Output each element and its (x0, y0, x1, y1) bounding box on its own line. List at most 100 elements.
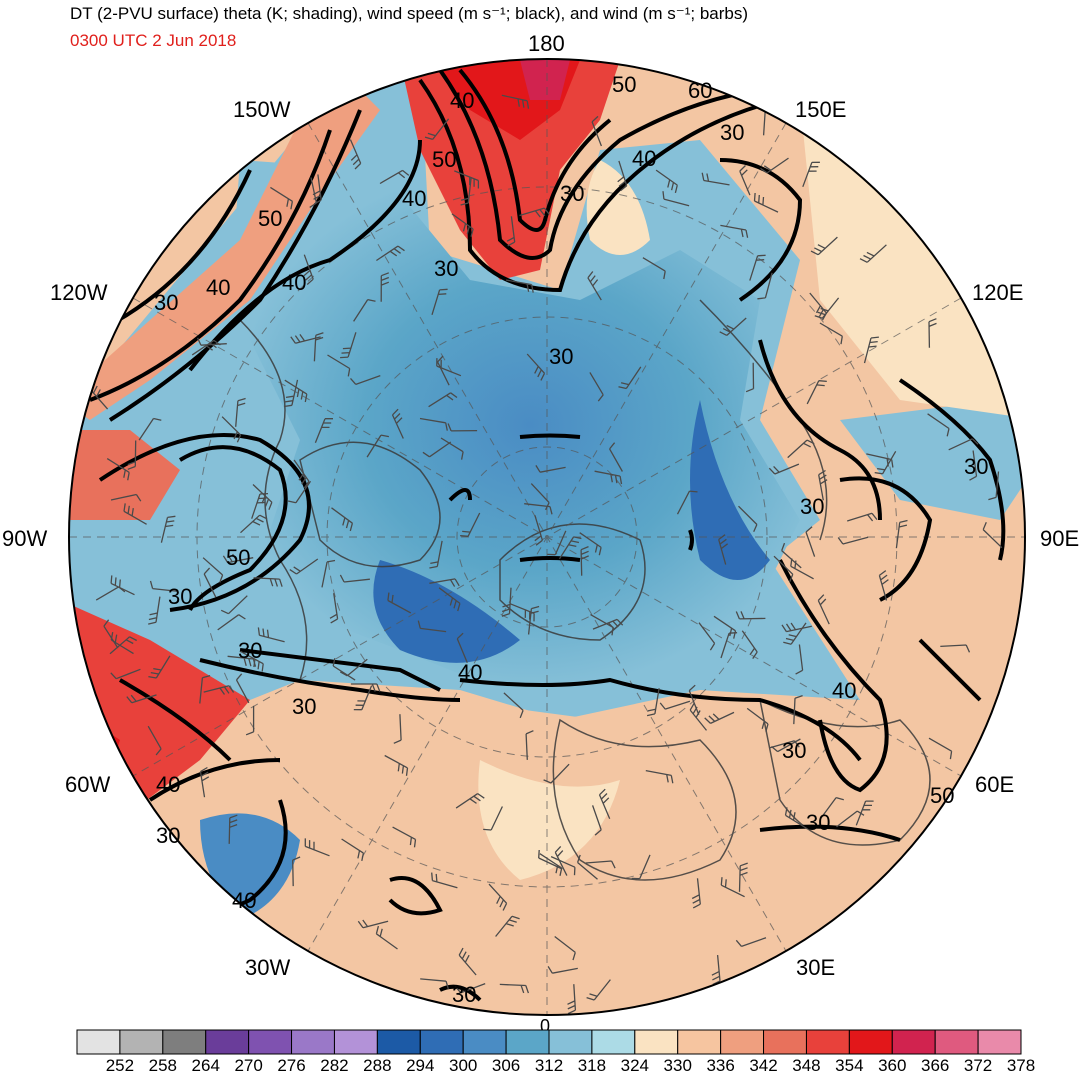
wind-barb (688, 684, 700, 716)
wind-barb (539, 853, 563, 876)
wind-barb (550, 856, 576, 876)
wind-barb (380, 272, 390, 302)
wind-barb (534, 515, 544, 546)
wind-barb (691, 878, 701, 909)
wind-barb (270, 186, 294, 210)
wind-barb (460, 512, 481, 537)
wind-barb (393, 714, 402, 744)
wind-barb (587, 271, 602, 301)
wind-barb (376, 245, 405, 262)
coastlines (239, 299, 931, 881)
contour-label: 50 (930, 783, 954, 808)
wind-barb (417, 620, 447, 633)
wind-barb (594, 470, 623, 485)
wind-barb (847, 512, 878, 522)
valid-time: 0300 UTC 2 Jun 2018 (70, 31, 237, 50)
colorbar-swatch (591, 1029, 636, 1055)
wind-barb (289, 558, 319, 575)
contour-label: 30 (238, 638, 262, 663)
wind-barb (505, 279, 534, 293)
wind-barb (203, 685, 235, 695)
wind-barb (110, 668, 141, 680)
wind-barb (809, 292, 827, 321)
colorbar-swatch (977, 1029, 1022, 1055)
wind-barb (527, 605, 540, 635)
colorbar-swatch (677, 1029, 722, 1055)
colorbar-swatch (763, 1029, 807, 1055)
contour-label: 30 (434, 256, 458, 281)
lon-label-120e: 120E (972, 280, 1024, 305)
wind-speed-contours (89, 68, 1006, 1002)
colorbar-swatch (376, 1029, 421, 1055)
colorbar-tick-label: 258 (148, 1056, 177, 1075)
wind-barb (746, 707, 769, 732)
contour-label: 40 (632, 146, 656, 171)
wind-barb (590, 614, 614, 636)
contour-label: 30 (156, 823, 180, 848)
wind-barb (642, 257, 666, 280)
wind-barb (554, 845, 568, 876)
wind-barb (483, 806, 503, 831)
contour-label: 40 (458, 660, 482, 685)
wind-barb (127, 440, 137, 470)
colorbar-tick-label: 294 (406, 1056, 435, 1075)
wind-barb (646, 688, 660, 717)
wind-barb (519, 207, 550, 218)
wind-barb (820, 796, 844, 819)
wind-barb (429, 540, 443, 569)
wind-barb (757, 272, 773, 300)
contour-label: 50 (226, 545, 250, 570)
contour-label: 50 (432, 147, 456, 172)
wind-barb (928, 318, 937, 348)
colorbar-tick-label: 360 (878, 1056, 907, 1075)
wind-barb (123, 503, 147, 525)
wind-barb (350, 683, 381, 692)
wind-barb (357, 919, 389, 929)
colorbar-tick-label: 336 (706, 1056, 735, 1075)
wind-barb (312, 174, 322, 205)
wind-barb (704, 711, 735, 724)
wind-barb (309, 177, 318, 208)
wind-barb (645, 769, 674, 784)
wind-barb (437, 355, 450, 386)
contour-label: 40 (450, 88, 474, 113)
wind-barb (375, 925, 398, 950)
lon-label-60w: 60W (65, 772, 111, 797)
wind-barb (501, 587, 512, 617)
wind-barb (738, 862, 748, 892)
wind-barb (617, 160, 628, 192)
wind-barb (525, 730, 534, 760)
wind-barb (589, 372, 604, 402)
wind-barb (292, 856, 301, 887)
wind-barb (287, 480, 312, 504)
wind-barb (819, 322, 843, 345)
wind-barb (245, 705, 255, 736)
lon-label-90w: 90W (2, 526, 48, 551)
wind-barb (148, 596, 161, 625)
contour-label: 30 (154, 290, 178, 315)
colorbar-tick-label: 288 (363, 1056, 392, 1075)
contour-label: 40 (832, 678, 856, 703)
wind-barb (718, 534, 728, 565)
wind-barb (580, 546, 589, 576)
wind-barb (451, 213, 474, 237)
wind-barb (810, 236, 838, 256)
wind-barb (795, 644, 804, 675)
lon-label-0: 0 (540, 1016, 551, 1036)
wind-barb (257, 627, 285, 643)
wind-barb (235, 397, 246, 427)
wind-barb (110, 575, 135, 596)
wind-barb (202, 557, 224, 583)
wind-barb (928, 737, 953, 760)
wind-barb (982, 521, 1003, 549)
wind-barb (290, 334, 321, 344)
colorbar-swatch (162, 1029, 207, 1055)
contour-label: 30 (560, 181, 584, 206)
wind-barb (253, 577, 283, 587)
wind-barb (350, 374, 381, 386)
colorbar-swatch (848, 1029, 893, 1055)
wind-barb (659, 700, 691, 710)
wind-barb (235, 673, 250, 704)
wind-barb (110, 493, 142, 502)
colorbar-tick-label: 318 (577, 1056, 607, 1075)
